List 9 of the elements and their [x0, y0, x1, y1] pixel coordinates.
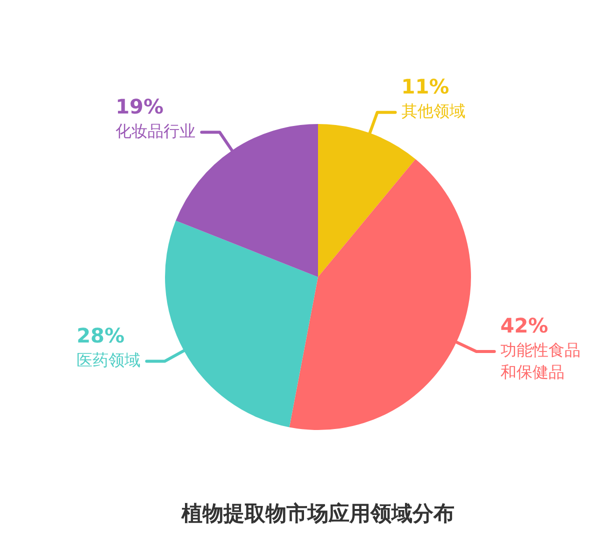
slice-label: 医药领域 [76, 350, 141, 370]
data-label: 11% [401, 74, 450, 99]
slice-label: 功能性食品和保健品 [500, 340, 580, 382]
data-label: 28% [76, 324, 125, 348]
data-label: 19% [116, 94, 164, 118]
data-label: 42% [500, 314, 548, 338]
slice-label: 化妆品行业 [116, 121, 196, 140]
slice-label: 其他领域 [401, 102, 466, 120]
text: 植物提取物市场应用领域分布 [180, 501, 454, 526]
